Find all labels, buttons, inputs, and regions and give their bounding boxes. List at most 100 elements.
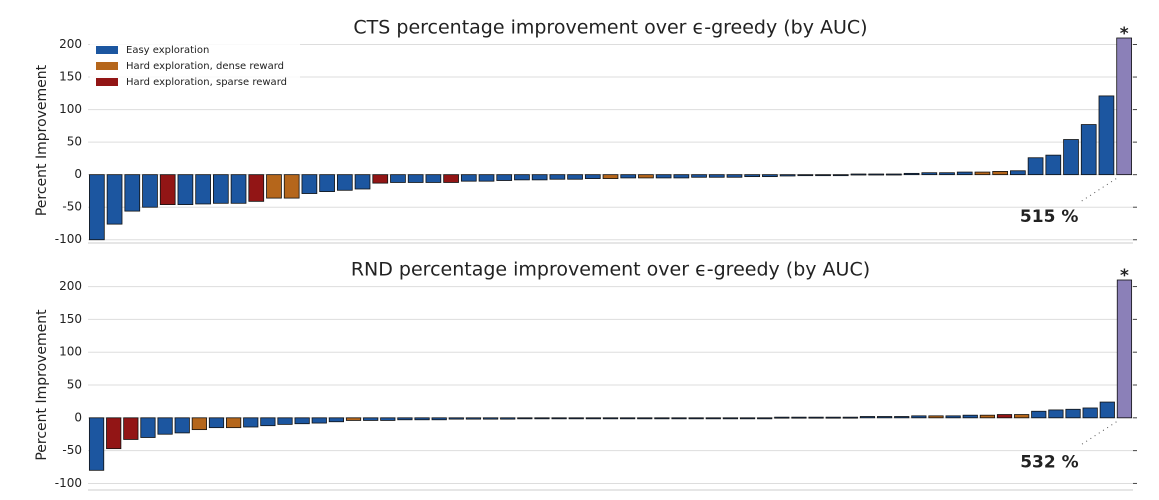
bar	[859, 416, 876, 419]
bar	[551, 417, 567, 420]
bar	[1098, 95, 1115, 176]
bar	[979, 414, 995, 419]
bar	[407, 174, 424, 183]
bar	[414, 417, 430, 421]
bar	[363, 417, 379, 421]
bar	[431, 417, 447, 421]
y-tick-label: 50	[67, 135, 82, 149]
bar	[620, 417, 636, 420]
clip-marker: *	[1120, 266, 1129, 286]
bar	[911, 415, 927, 419]
bar	[1010, 170, 1026, 176]
bar	[123, 417, 139, 440]
legend-label: Hard exploration, dense reward	[126, 61, 284, 72]
bar	[230, 174, 247, 204]
bar	[1116, 279, 1133, 419]
bar	[939, 172, 955, 176]
bar	[425, 174, 442, 183]
bar	[89, 174, 105, 241]
bar	[534, 417, 550, 420]
value-label: 515 %	[1020, 207, 1078, 227]
bar	[266, 174, 282, 199]
y-axis-label: Percent Improvement	[34, 64, 50, 216]
bar	[549, 174, 566, 180]
value-label: 532 %	[1020, 453, 1078, 473]
bar	[195, 174, 211, 205]
bar	[877, 416, 893, 419]
bar	[602, 174, 619, 179]
annotation-leader	[1078, 178, 1117, 204]
bar	[921, 172, 938, 176]
legend-swatch	[96, 46, 118, 54]
y-tick-label: 100	[59, 102, 82, 116]
bar	[655, 174, 672, 179]
bar	[808, 416, 824, 419]
y-tick-label: -50	[62, 200, 82, 214]
bar	[88, 417, 105, 471]
bar	[177, 174, 194, 206]
chart-title: CTS percentage improvement over ϵ-greedy…	[353, 17, 867, 39]
bar	[992, 171, 1009, 176]
bar	[1027, 157, 1044, 176]
bar	[191, 417, 207, 431]
bar	[705, 417, 721, 420]
bar	[106, 174, 123, 225]
bar	[602, 417, 619, 420]
bar	[294, 417, 310, 425]
bar	[106, 417, 122, 450]
bar	[460, 174, 477, 182]
bar	[567, 174, 583, 180]
bar	[448, 417, 464, 420]
bar	[673, 174, 690, 179]
legend-swatch	[96, 62, 118, 70]
y-tick-label: 150	[59, 312, 82, 326]
bar	[815, 174, 831, 177]
bar	[1014, 414, 1030, 419]
bar	[159, 174, 176, 206]
bar	[654, 417, 670, 420]
bar	[496, 174, 513, 181]
bar	[354, 174, 371, 190]
bar	[372, 174, 389, 184]
bar	[956, 171, 973, 176]
bar	[157, 417, 173, 435]
bar	[174, 417, 190, 434]
bar	[328, 417, 344, 423]
bar	[226, 417, 242, 429]
bar	[996, 414, 1013, 419]
bar	[726, 174, 743, 178]
bar	[277, 417, 293, 425]
bar	[797, 174, 814, 177]
bar	[465, 417, 482, 420]
bar	[894, 416, 910, 419]
bar	[380, 417, 396, 421]
bar	[842, 416, 858, 419]
bar	[850, 173, 867, 176]
y-tick-label: -100	[55, 476, 82, 490]
bar	[722, 417, 739, 420]
y-tick-label: 0	[74, 410, 82, 424]
bar	[691, 174, 707, 178]
bar	[1065, 408, 1081, 419]
bar	[1080, 124, 1097, 176]
clip-marker: *	[1120, 24, 1129, 44]
bar	[1031, 410, 1047, 419]
bar	[500, 417, 516, 420]
bar	[762, 174, 778, 178]
bar	[708, 174, 725, 178]
bar	[443, 174, 459, 183]
bar	[208, 417, 225, 429]
y-tick-label: 150	[59, 70, 82, 84]
bar	[945, 415, 961, 419]
bar	[744, 174, 761, 178]
bar	[671, 417, 687, 420]
bar	[928, 415, 944, 419]
bar	[140, 417, 156, 438]
bar	[1063, 139, 1079, 176]
annotation-leader	[1079, 421, 1117, 447]
legend-swatch	[96, 78, 118, 86]
bar	[739, 417, 756, 420]
bar	[886, 173, 902, 176]
bar	[390, 174, 406, 183]
bar	[962, 414, 978, 419]
